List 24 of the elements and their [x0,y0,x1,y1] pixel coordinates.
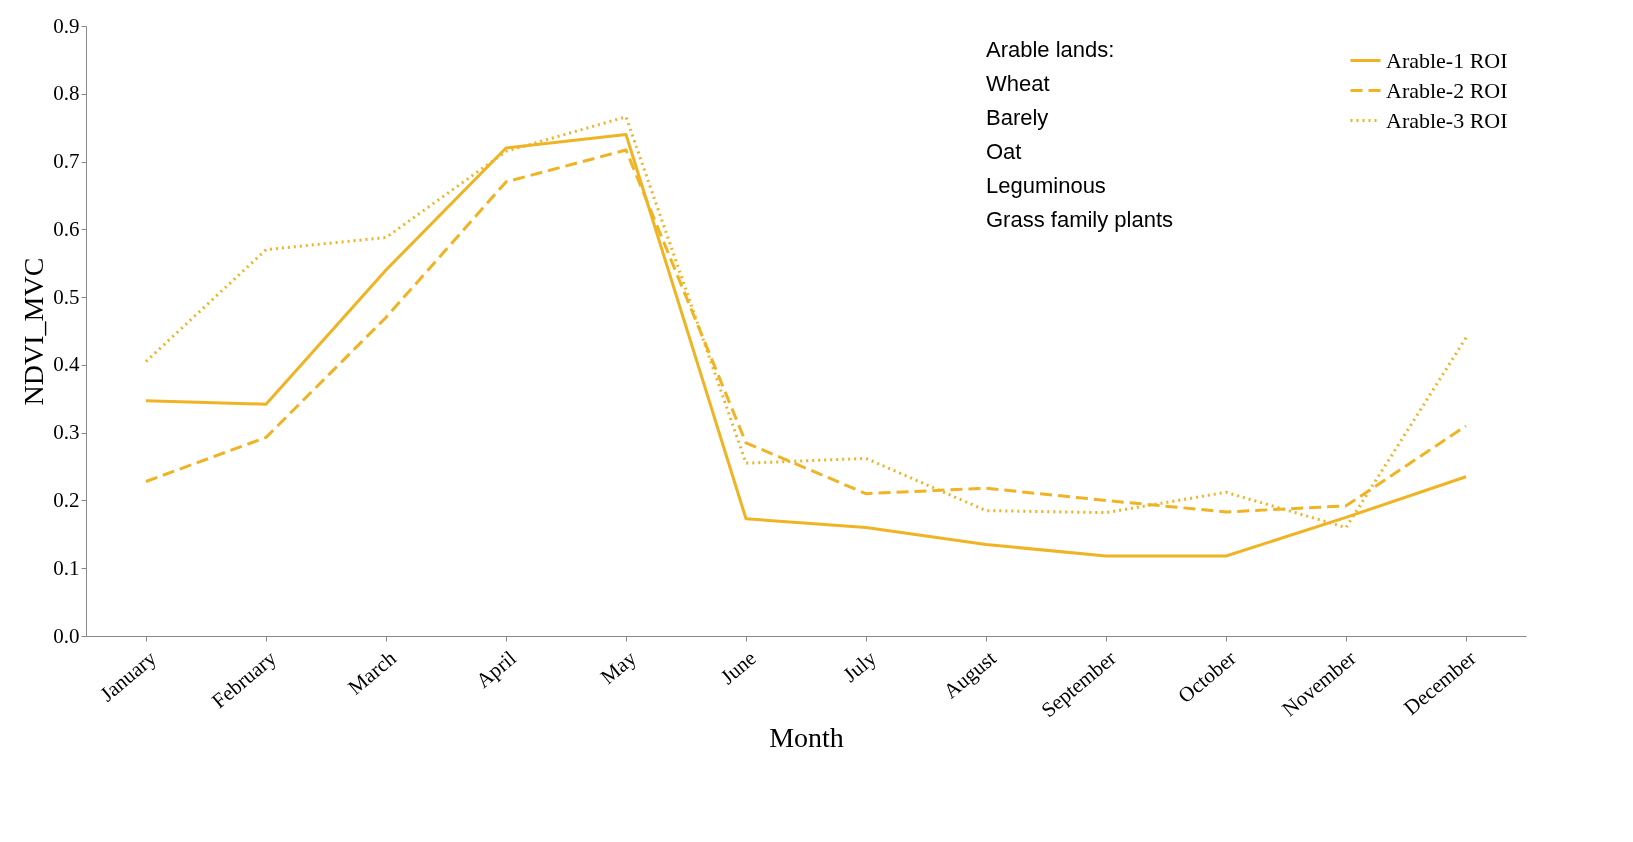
y-tick-label: 0.0 [53,623,80,648]
legend-label: Arable-3 ROI [1386,107,1508,133]
legend-label: Arable-2 ROI [1386,77,1508,103]
annotation: Arable lands: [986,37,1115,62]
y-tick-label: 0.9 [53,13,80,38]
y-tick-label: 0.2 [53,487,80,512]
y-tick-label: 0.5 [53,284,80,309]
annotation: Leguminous [986,173,1106,198]
legend-label: Arable-1 ROI [1386,47,1508,73]
y-tick-label: 0.1 [53,555,80,580]
annotation: Grass family plants [986,207,1174,232]
y-tick-label: 0.4 [53,352,80,377]
annotation: Oat [986,139,1022,164]
annotation: Barely [986,105,1049,130]
y-tick-label: 0.8 [53,81,80,106]
y-tick-label: 0.6 [53,216,80,241]
x-tick-label: June [715,645,761,690]
y-tick-label: 0.7 [53,149,80,174]
x-axis-title: Month [769,722,844,754]
x-tick-label: July [838,645,882,687]
y-tick-label: 0.3 [53,420,80,445]
annotation: Wheat [986,71,1050,96]
y-axis-title: NDVI_MVC [18,257,50,406]
x-tick-label: May [595,645,642,690]
